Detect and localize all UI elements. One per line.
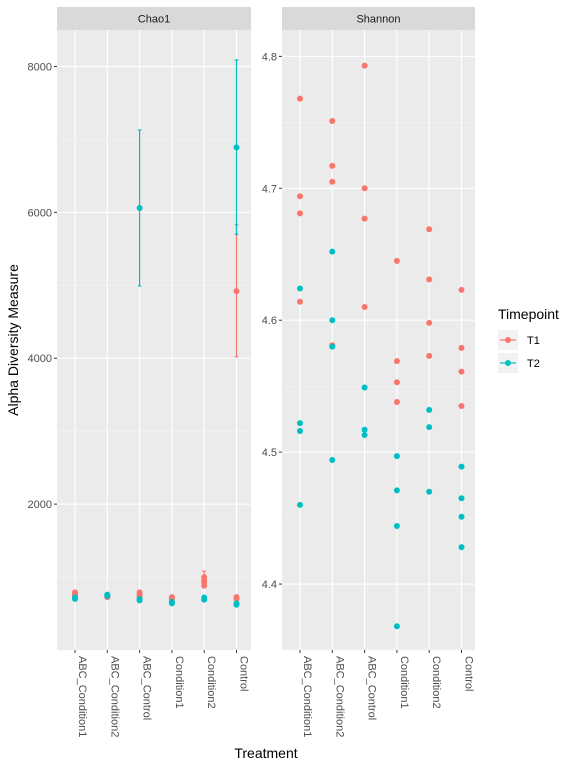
data-point: [233, 595, 240, 602]
y-tick-label: 2000: [28, 499, 52, 511]
legend-label: T2: [527, 358, 540, 370]
data-point: [426, 352, 433, 359]
data-point: [361, 215, 368, 222]
data-point: [329, 118, 336, 125]
data-point: [458, 544, 465, 551]
data-point: [361, 431, 368, 438]
x-tick-label: Condition1: [173, 656, 185, 709]
data-point: [297, 285, 303, 292]
data-point: [458, 344, 465, 351]
y-axis-title: Alpha Diversity Measure: [5, 264, 21, 416]
data-point: [168, 600, 175, 607]
data-point: [329, 162, 336, 169]
data-point: [458, 513, 465, 520]
data-point: [393, 379, 400, 386]
x-tick-label: Control: [238, 656, 250, 691]
y-tick-label: 4.7: [262, 183, 277, 195]
y-tick-label: 4.5: [262, 447, 277, 459]
data-point: [426, 226, 433, 233]
x-tick-label: ABC_Control: [366, 656, 378, 720]
data-point: [329, 457, 336, 464]
data-point: [458, 368, 465, 375]
legend-key-point: [505, 337, 511, 343]
data-point: [72, 595, 78, 602]
data-point: [297, 95, 303, 102]
panel-strip: [282, 7, 475, 30]
data-point: [297, 298, 303, 305]
y-tick-label: 8000: [28, 61, 52, 73]
x-tick-label: ABC_Condition2: [333, 656, 345, 737]
panel-shannon: Shannon 4.4 4.5 4.6 4.7 4.8 ABC_Condition1 ABC_…: [262, 7, 475, 737]
panel-strip-label: Shannon: [356, 14, 400, 26]
panel-strip-label: Chao1: [138, 14, 170, 26]
x-tick-label: ABC_Condition1: [76, 656, 88, 737]
data-point: [201, 596, 208, 603]
data-point: [393, 487, 400, 494]
legend-title: Timepoint: [498, 306, 559, 322]
y-tick-label: 4.4: [262, 579, 277, 591]
panel-background: [57, 30, 251, 650]
data-point: [329, 248, 336, 255]
series-t2: [72, 59, 240, 608]
data-point: [297, 210, 303, 217]
data-point: [361, 304, 368, 311]
data-point: [393, 453, 400, 460]
y-tick-label: 4.8: [262, 51, 277, 63]
x-tick-label: Condition1: [398, 656, 410, 709]
x-tick-label: Control: [463, 656, 475, 691]
data-point: [136, 204, 143, 211]
data-point: [104, 593, 111, 600]
data-point: [458, 286, 465, 293]
legend-label: T1: [527, 335, 540, 347]
data-point: [393, 358, 400, 365]
data-point: [297, 193, 303, 200]
data-point: [329, 343, 336, 350]
data-point: [361, 384, 368, 391]
x-tick-label: ABC_Condition1: [301, 656, 313, 737]
panel-background: [282, 30, 475, 650]
data-point: [458, 463, 465, 470]
panel-chao1: Chao1 2000 4000 6000 8000 ABC_Condition1 ABC_C…: [28, 7, 251, 737]
x-tick-label: ABC_Control: [141, 656, 153, 720]
x-tick-label: Condition2: [205, 656, 217, 709]
data-point: [426, 424, 433, 431]
data-point: [393, 399, 400, 405]
data-point: [297, 420, 303, 427]
legend: Timepoint T1 T2: [498, 306, 559, 373]
data-point: [361, 426, 368, 433]
data-point: [458, 495, 465, 502]
data-point: [361, 62, 368, 69]
data-point: [297, 428, 303, 435]
data-point: [297, 501, 303, 508]
data-point: [329, 317, 336, 324]
data-point: [329, 178, 336, 185]
data-point: [426, 276, 433, 283]
series-t1: [297, 62, 465, 409]
legend-key-point: [505, 360, 511, 366]
data-point: [393, 257, 400, 264]
y-tick-label: 4.6: [262, 315, 277, 327]
data-point: [201, 582, 208, 589]
data-point: [233, 144, 240, 151]
data-point: [426, 488, 433, 495]
data-point: [233, 601, 240, 608]
series-t2: [297, 248, 465, 630]
x-axis-title: Treatment: [234, 745, 297, 761]
data-point: [233, 288, 240, 295]
data-point: [426, 406, 433, 413]
data-point: [458, 402, 465, 409]
x-tick-label: ABC_Condition2: [108, 656, 120, 737]
data-point: [136, 597, 143, 604]
data-point: [426, 319, 433, 326]
data-point: [393, 623, 400, 630]
x-tick-label: Condition2: [430, 656, 442, 709]
y-tick-label: 4000: [28, 353, 52, 365]
data-point: [393, 523, 400, 529]
panel-strip: [57, 7, 251, 30]
data-point: [361, 185, 368, 192]
y-tick-label: 6000: [28, 207, 52, 219]
